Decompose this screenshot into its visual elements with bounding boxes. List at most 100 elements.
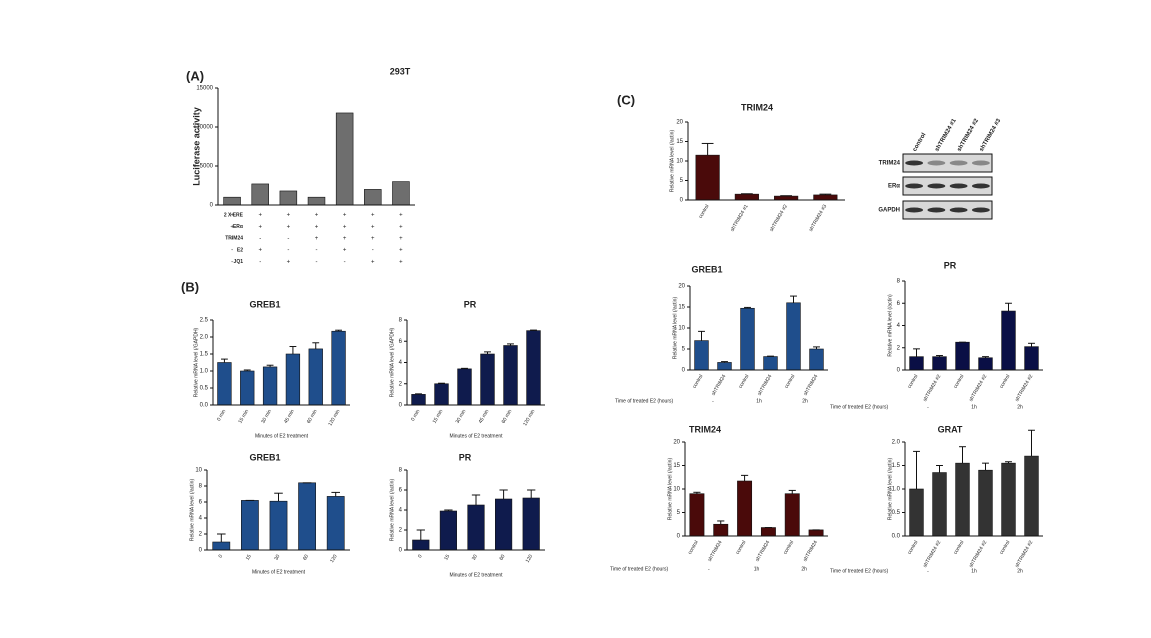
time-label: Time of treated E2 (hours) bbox=[615, 398, 674, 404]
y-tick-label: 8 bbox=[399, 468, 403, 474]
condition-value: + bbox=[258, 224, 262, 230]
bar bbox=[331, 330, 346, 406]
condition-value: + bbox=[230, 213, 234, 219]
x-tick-label: shTRIM24 #2 bbox=[1014, 539, 1034, 568]
blot-band bbox=[905, 160, 924, 166]
bar bbox=[241, 500, 259, 551]
time-group: 1h bbox=[971, 404, 977, 410]
y-tick-label: 8 bbox=[897, 279, 901, 285]
y-tick-label: 10 bbox=[195, 468, 202, 474]
y-tick-label: 10 bbox=[678, 326, 685, 332]
chart-title: GREB1 bbox=[691, 264, 722, 274]
y-tick-label: 6 bbox=[399, 339, 403, 345]
y-tick-label: 0 bbox=[210, 203, 214, 209]
y-tick-label: 0 bbox=[399, 548, 403, 554]
y-axis-label: Relative mRNA level (/actin) bbox=[887, 294, 893, 357]
condition-name: TRIM24 bbox=[225, 236, 243, 242]
panel-label: (A) bbox=[186, 68, 204, 83]
blot-band bbox=[927, 207, 946, 213]
bar bbox=[307, 196, 326, 206]
chart-title: GRAT bbox=[938, 424, 963, 434]
condition-value: - bbox=[287, 236, 289, 242]
y-tick-label: 0.5 bbox=[892, 510, 901, 516]
bar bbox=[774, 195, 799, 201]
x-tick-label: 0 min bbox=[216, 408, 227, 422]
y-tick-label: 1.0 bbox=[892, 487, 901, 493]
bar bbox=[813, 194, 838, 201]
chart-title: PR bbox=[459, 452, 472, 462]
x-tick-label: 0 bbox=[417, 553, 424, 559]
x-tick-label: shTRIM24 #2 bbox=[968, 373, 988, 402]
condition-value: + bbox=[399, 224, 403, 230]
x-tick-label: control bbox=[735, 540, 748, 556]
chart-title: GREB1 bbox=[249, 452, 280, 462]
bar bbox=[308, 348, 323, 406]
x-axis-label: Minutes of E2 treatment bbox=[449, 572, 503, 578]
bar bbox=[978, 469, 993, 537]
bar bbox=[411, 394, 426, 406]
blot-column-label: shTRIM24 #1 bbox=[934, 117, 958, 152]
error-bar bbox=[790, 295, 797, 303]
error-bar bbox=[289, 346, 297, 354]
y-axis-label: Relative mRNA level (/GAPDH) bbox=[389, 327, 395, 397]
y-tick-label: 4 bbox=[399, 360, 403, 366]
y-tick-label: 15 bbox=[678, 305, 685, 311]
bar bbox=[467, 504, 485, 551]
y-axis-label: Relative mRNA level (/actin) bbox=[887, 458, 893, 521]
condition-value: + bbox=[371, 213, 375, 219]
condition-value: + bbox=[258, 213, 262, 219]
blot-column-label: shTRIM24 #2 bbox=[957, 117, 981, 152]
blot-column-label: shTRIM24 #3 bbox=[979, 117, 1003, 152]
error-bar bbox=[982, 462, 989, 471]
bar bbox=[909, 356, 924, 371]
error-bar bbox=[335, 329, 343, 332]
x-tick-label: 120 bbox=[525, 553, 534, 563]
panel-label: (C) bbox=[617, 92, 635, 107]
x-tick-label: control bbox=[692, 374, 705, 390]
y-tick-label: 10 bbox=[676, 159, 683, 165]
error-bar bbox=[507, 343, 514, 346]
y-tick-label: 20 bbox=[678, 284, 685, 290]
bar bbox=[932, 356, 947, 371]
error-bar bbox=[471, 494, 481, 505]
y-tick-label: 0 bbox=[682, 368, 686, 374]
error-bar bbox=[693, 491, 701, 494]
condition-value: - bbox=[231, 259, 233, 265]
x-tick-label: 60 min bbox=[501, 408, 514, 424]
chart-title: GREB1 bbox=[249, 299, 280, 309]
x-tick-label: 45 min bbox=[283, 408, 296, 424]
x-tick-label: control bbox=[999, 374, 1012, 390]
y-tick-label: 10000 bbox=[196, 125, 213, 131]
x-tick-label: shTRIM24 bbox=[707, 539, 724, 562]
bar bbox=[495, 498, 513, 551]
x-tick-label: control bbox=[782, 540, 795, 556]
blot-column-label: control bbox=[912, 132, 928, 153]
x-tick-label: 0 min bbox=[410, 408, 421, 422]
error-bar bbox=[701, 142, 714, 156]
x-tick-label: 45 min bbox=[478, 408, 491, 424]
bar bbox=[808, 529, 824, 537]
y-tick-label: 2 bbox=[399, 381, 403, 387]
y-axis-label: Relative mRNA level (/actin) bbox=[672, 297, 678, 360]
bar bbox=[932, 472, 947, 537]
x-tick-label: control bbox=[698, 204, 711, 220]
time-group: - bbox=[927, 568, 929, 574]
blot-strip bbox=[902, 200, 993, 220]
condition-value: + bbox=[315, 213, 319, 219]
x-tick-label: control bbox=[953, 374, 966, 390]
blot-row-label: ERα bbox=[888, 184, 900, 190]
condition-value: + bbox=[399, 213, 403, 219]
bar bbox=[740, 307, 755, 371]
condition-value: + bbox=[315, 224, 319, 230]
error-bar bbox=[415, 393, 422, 395]
x-tick-label: shTRIM24 #2 bbox=[922, 373, 942, 402]
x-tick-label: 120 min bbox=[327, 408, 341, 427]
x-axis-label: Minutes of E2 treatment bbox=[255, 433, 309, 439]
x-tick-label: shTRIM24 #3 bbox=[808, 203, 828, 232]
y-tick-label: 10 bbox=[673, 487, 680, 493]
condition-value: + bbox=[371, 224, 375, 230]
bar bbox=[978, 357, 993, 371]
condition-value: - bbox=[316, 259, 318, 265]
x-tick-label: shTRIM24 #2 bbox=[1014, 373, 1034, 402]
bar bbox=[269, 500, 288, 551]
